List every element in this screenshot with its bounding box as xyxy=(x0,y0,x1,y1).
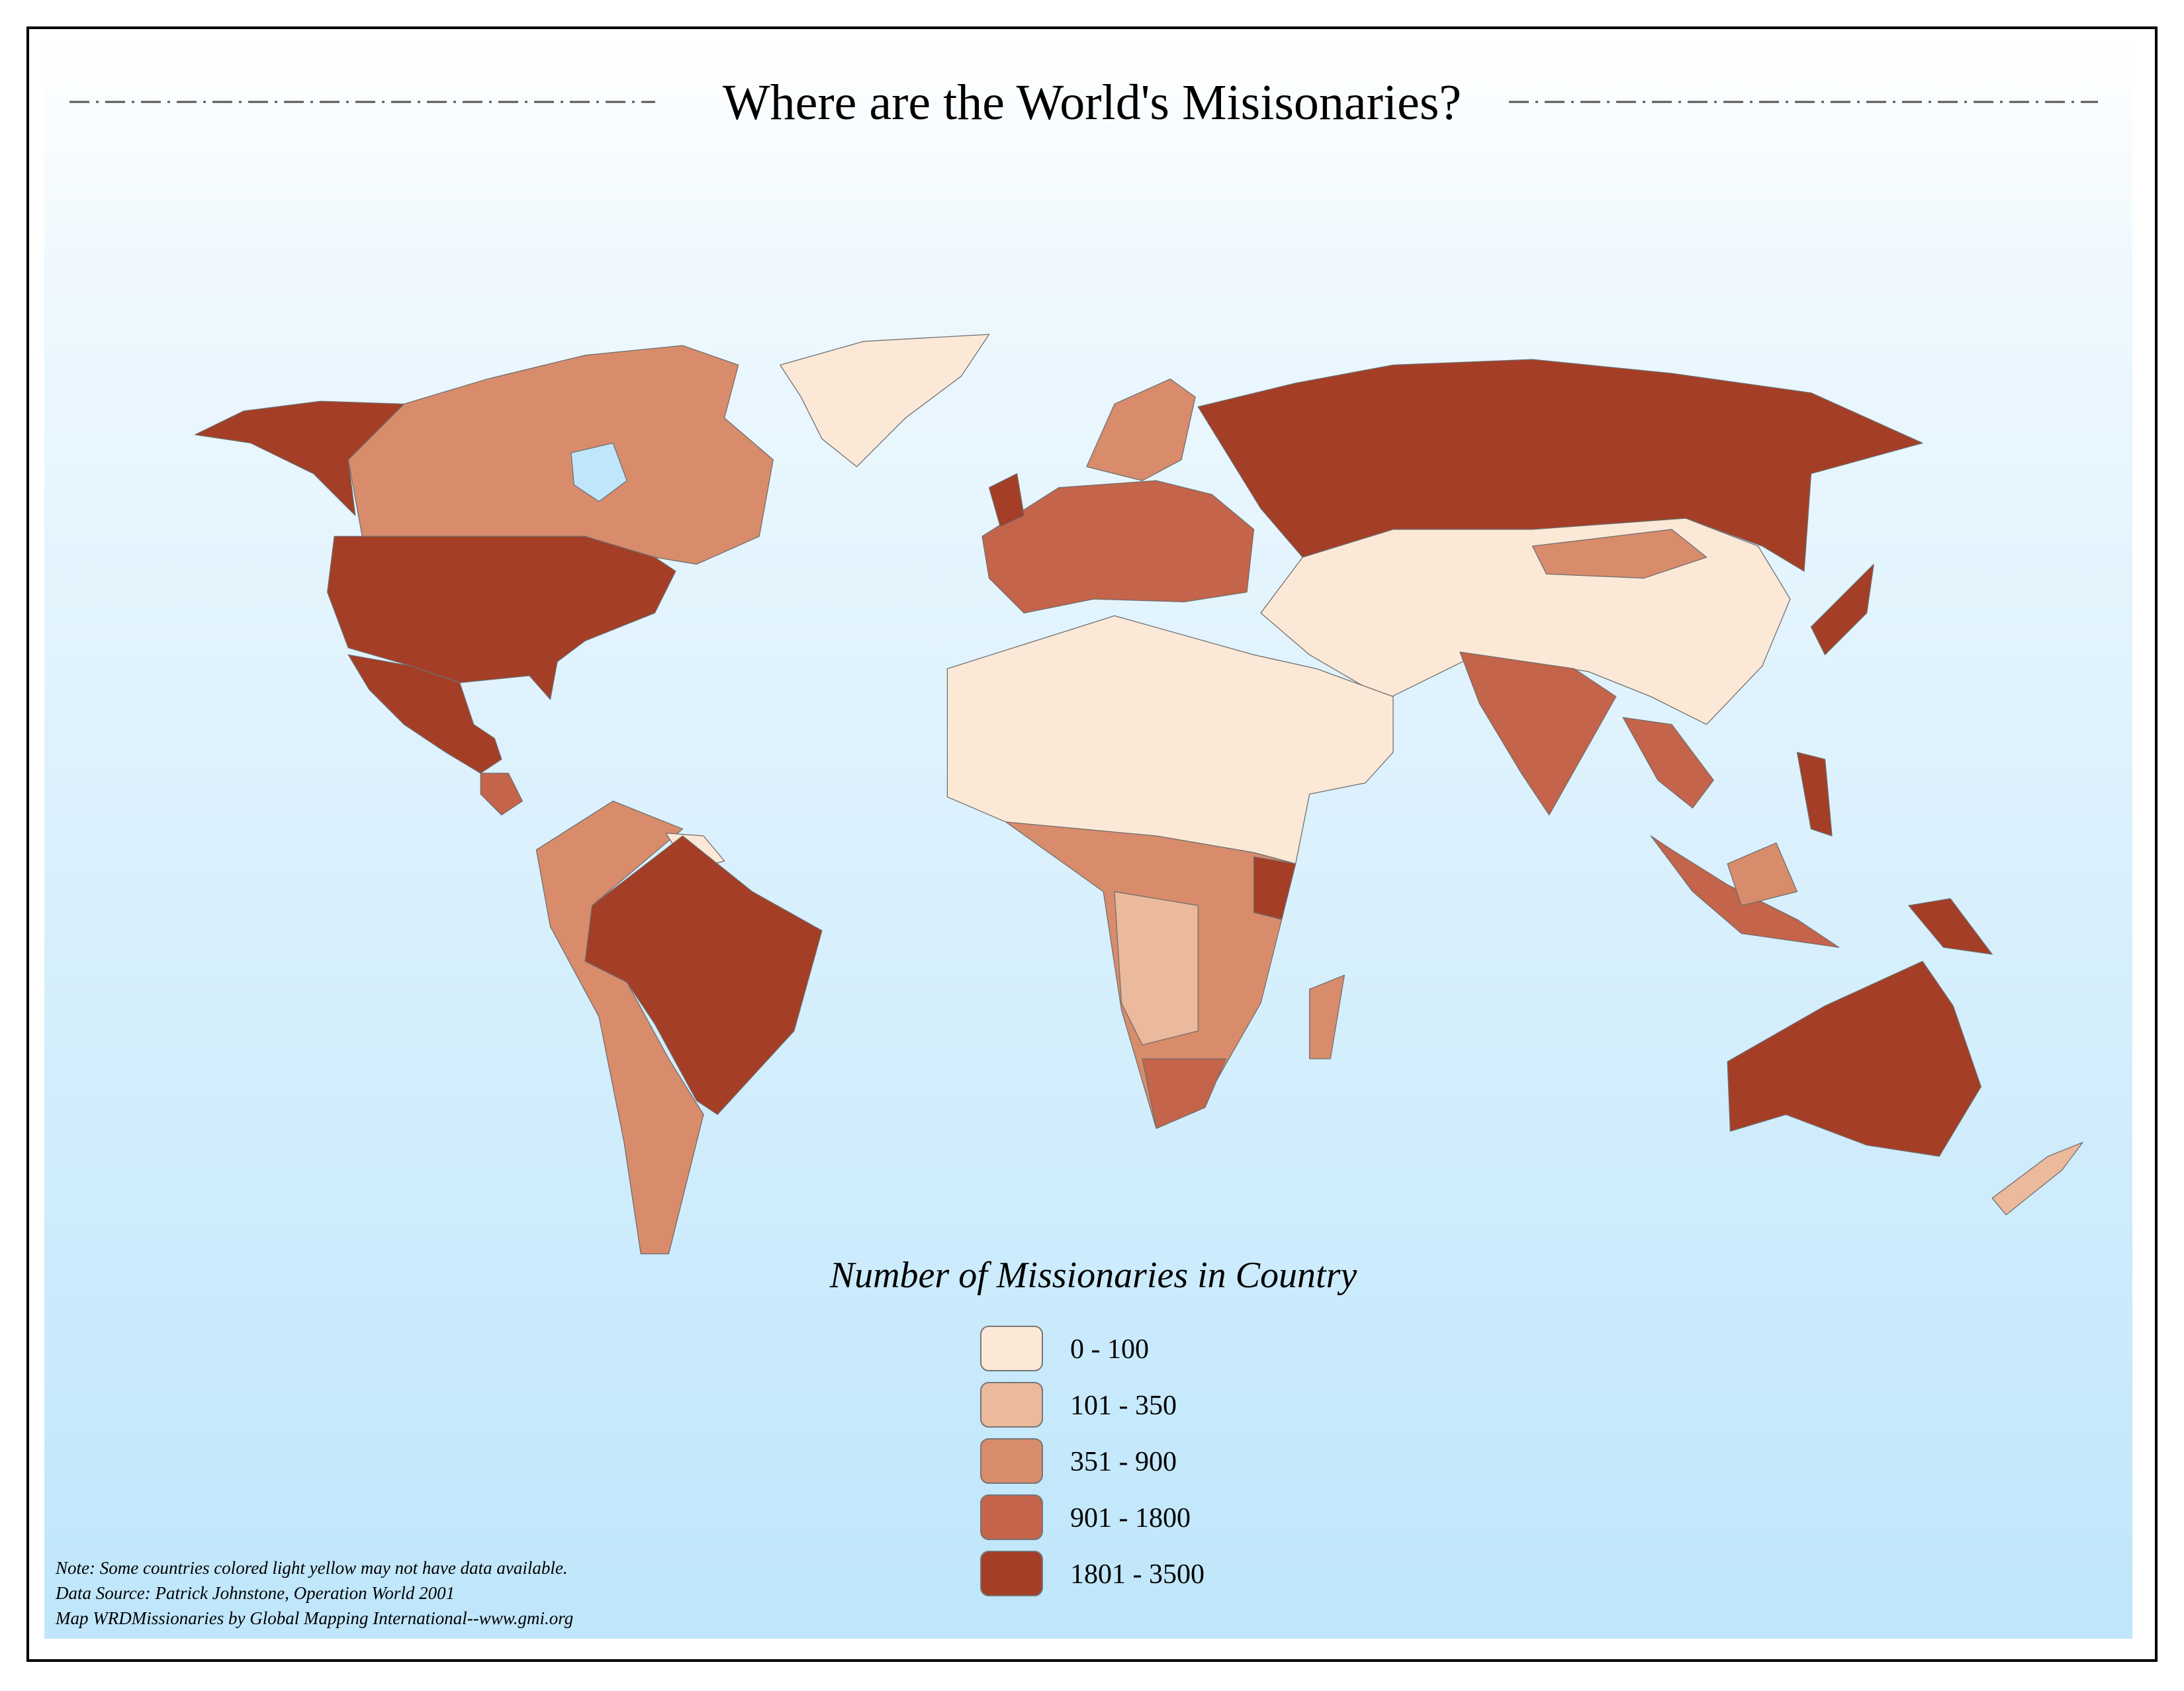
map-title: Where are the World's Misisonaries? xyxy=(723,75,1461,130)
legend-swatch xyxy=(980,1326,1043,1371)
legend: 0 - 100 101 - 350 351 - 900 901 - 1800 1801 … xyxy=(980,1326,1205,1596)
world-map xyxy=(195,334,2083,1255)
legend-swatch xyxy=(980,1382,1043,1428)
legend-label: 0 - 100 xyxy=(1070,1334,1149,1365)
legend-swatch xyxy=(980,1438,1043,1484)
legend-label: 1801 - 3500 xyxy=(1070,1559,1205,1590)
legend-label: 901 - 1800 xyxy=(1070,1503,1191,1533)
frame xyxy=(26,26,2158,1662)
legend-label: 351 - 900 xyxy=(1070,1447,1177,1477)
note: Note: Some countries colored light yello… xyxy=(55,1558,568,1578)
notes: Note: Some countries colored light yello… xyxy=(55,1558,573,1628)
legend-title: Number of Missionaries in Country xyxy=(829,1255,1357,1296)
note: Map WRDMissionaries by Global Mapping In… xyxy=(55,1608,573,1628)
note: Data Source: Patrick Johnstone, Operatio… xyxy=(55,1583,455,1603)
legend-swatch xyxy=(980,1494,1043,1540)
legend-swatch xyxy=(980,1551,1043,1596)
legend-label: 101 - 350 xyxy=(1070,1391,1177,1421)
